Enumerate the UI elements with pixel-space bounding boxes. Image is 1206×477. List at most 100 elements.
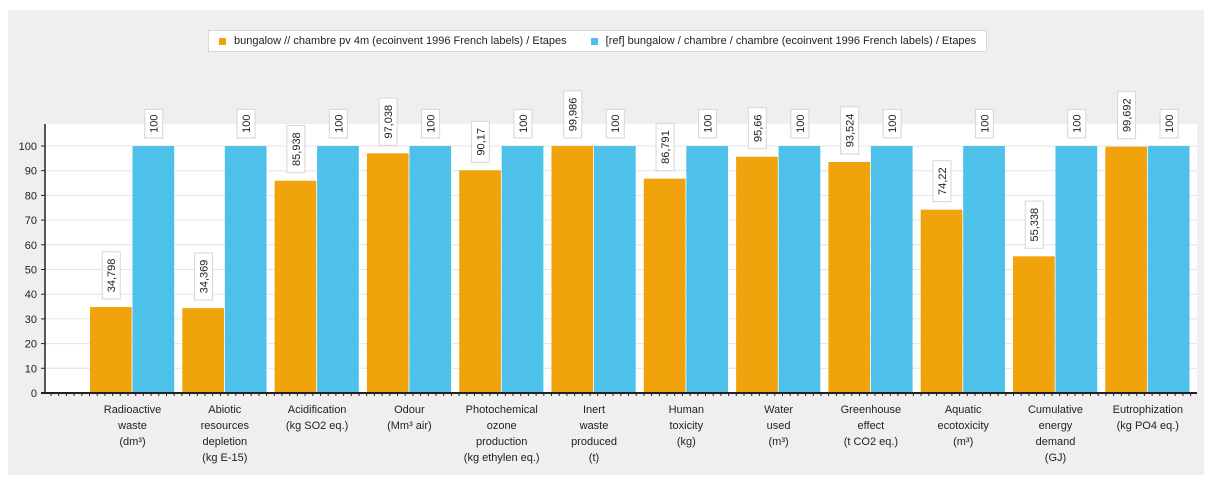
data-label-text: 55,338 [1029, 208, 1041, 242]
data-label-series-2: 100 [513, 108, 533, 139]
data-label-box [840, 106, 860, 155]
y-tick-label: 100 [19, 141, 37, 153]
data-label-series-1: 97,038 [378, 97, 398, 146]
data-label-text: 86,791 [660, 130, 672, 164]
data-label-text: 74,22 [937, 167, 949, 195]
data-label-series-1: 95,66 [747, 107, 767, 150]
data-label-box [236, 108, 256, 139]
category-label-line: resources [201, 420, 250, 432]
data-label-box [1067, 108, 1087, 139]
data-label-text: 95,66 [752, 114, 764, 142]
bar-series-1 [643, 178, 686, 393]
data-label-box [144, 108, 164, 139]
data-label-box [101, 251, 121, 300]
category-label-line: Human [669, 404, 704, 416]
y-tick-label: 80 [25, 190, 37, 202]
category-label-line: Cumulative [1028, 404, 1083, 416]
category-label: Acidification (kg SO2 eq.) [286, 404, 348, 432]
category-label-line: (t) [589, 452, 599, 464]
category-label: Abiotic resources depletion (kg E-15) [201, 404, 250, 464]
category-label-line: ecotoxicity [938, 420, 990, 432]
category-label-line: (dm³) [119, 436, 145, 448]
bar-series-1 [828, 161, 871, 393]
data-label-text: 100 [887, 115, 899, 133]
bar-series-1 [459, 170, 501, 393]
legend-label-series-2: [ref] bungalow / chambre / chambre (ecoi… [605, 35, 977, 47]
data-label-text: 100 [610, 115, 622, 133]
data-label-box [605, 108, 625, 139]
data-label-box [747, 107, 767, 150]
y-tick-label: 40 [25, 289, 37, 301]
data-label-series-2: 100 [144, 108, 164, 139]
data-label-text: 100 [1072, 115, 1084, 133]
data-label-series-2: 100 [328, 108, 348, 139]
bar-series-2 [778, 146, 821, 393]
bar-series-2 [686, 146, 728, 393]
y-tick-label: 30 [25, 314, 37, 326]
category-label-line: (Mm³ air) [387, 420, 432, 432]
data-label-series-2: 100 [605, 108, 625, 139]
data-label-text: 100 [1164, 115, 1176, 133]
category-label-line: waste [117, 420, 147, 432]
data-label-text: 100 [703, 115, 715, 133]
category-label: Cumulative energy demand (GJ) [1028, 404, 1083, 464]
data-label-box [513, 108, 533, 139]
category-label-line: Water [764, 404, 793, 416]
y-tick-label: 10 [25, 363, 37, 375]
data-label-series-2: 100 [1159, 108, 1179, 139]
bar-series-1 [920, 209, 963, 393]
bar-series-1 [1105, 146, 1147, 393]
data-label-series-2: 100 [698, 108, 718, 139]
bar-series-2 [317, 146, 359, 393]
category-label-line: Photochemical [466, 404, 538, 416]
y-tick-label: 60 [25, 240, 37, 252]
data-label-text: 90,17 [475, 128, 487, 156]
data-label-series-2: 100 [1067, 108, 1087, 139]
data-label-box [932, 160, 952, 203]
data-label-box [790, 108, 810, 139]
legend-label-series-1: bungalow // chambre pv 4m (ecoinvent 199… [234, 35, 567, 47]
bar-series-1 [736, 156, 778, 393]
category-label-line: demand [1036, 436, 1076, 448]
data-label-series-1: 93,524 [840, 106, 860, 155]
category-label-line: production [476, 436, 527, 448]
category-label-line: energy [1039, 420, 1073, 432]
data-label-box [286, 125, 306, 174]
bar-series-2 [1147, 146, 1190, 393]
category-label-line: (kg SO2 eq.) [286, 420, 348, 432]
data-label-text: 100 [795, 115, 807, 133]
bar-series-1 [90, 307, 132, 393]
category-label: Inert waste produced (t) [571, 404, 617, 464]
category-label-line: Inert [583, 404, 605, 416]
data-label-box [882, 108, 902, 139]
category-label-line: (kg E-15) [202, 452, 247, 464]
category-label-line: Odour [394, 404, 425, 416]
category-label-line: (kg) [677, 436, 696, 448]
category-label: Aquatic ecotoxicity (m³) [938, 404, 990, 448]
bar-series-1 [366, 153, 409, 393]
data-label-text: 100 [241, 115, 253, 133]
data-label-box [563, 90, 583, 139]
chart-legend: bungalow // chambre pv 4m (ecoinvent 199… [208, 30, 988, 52]
data-label-text: 99,986 [568, 98, 580, 132]
bar-series-2 [409, 146, 452, 393]
data-label-series-1: 74,22 [932, 160, 952, 203]
data-label-series-2: 100 [882, 108, 902, 139]
category-label-line: Abiotic [208, 404, 242, 416]
data-label-text: 100 [518, 115, 530, 133]
legend-swatch-series-1 [219, 37, 226, 45]
data-label-box [1159, 108, 1179, 139]
y-tick-label: 70 [25, 215, 37, 227]
y-tick-label: 0 [31, 388, 37, 400]
data-label-text: 100 [426, 115, 438, 133]
data-label-series-1: 85,938 [286, 125, 306, 174]
category-label-line: waste [579, 420, 609, 432]
bar-series-2 [594, 146, 636, 393]
data-label-series-2: 100 [236, 108, 256, 139]
category-label: Human toxicity (kg) [669, 404, 704, 448]
bar-chart: 0 10 20 30 40 50 60 70 80 90 100 34,798 100 Radioacti… [19, 90, 1197, 464]
category-label-line: Radioactive [104, 404, 161, 416]
data-label-series-1: 34,369 [194, 252, 214, 301]
category-label-line: Acidification [288, 404, 347, 416]
category-label-line: toxicity [669, 420, 703, 432]
